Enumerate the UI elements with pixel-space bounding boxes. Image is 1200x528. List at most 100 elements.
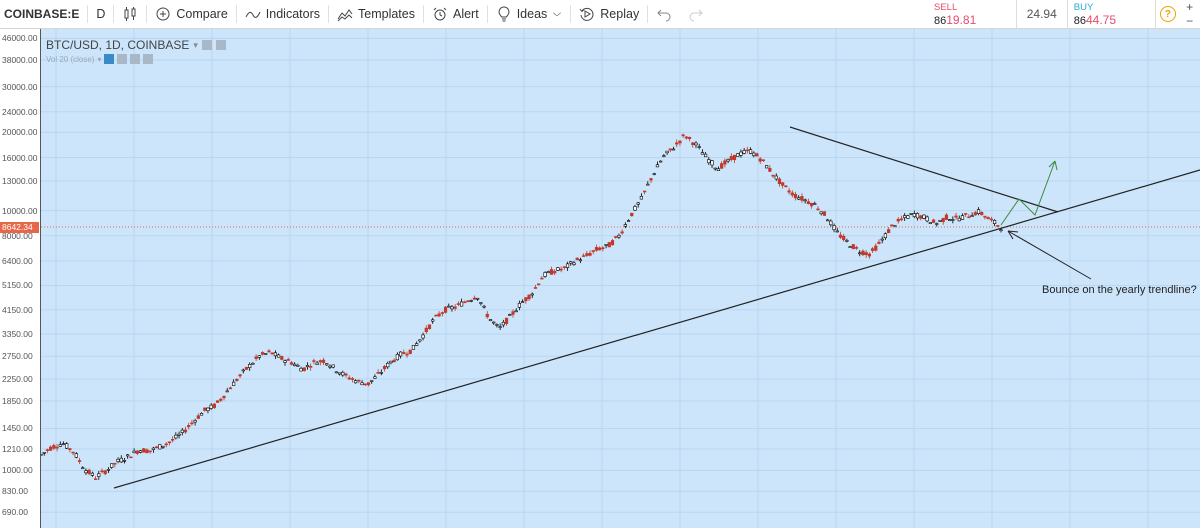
ideas-button[interactable]: Ideas (488, 0, 571, 28)
candle-body (100, 470, 104, 473)
candle-body (315, 362, 319, 365)
candle-body (110, 463, 114, 468)
candle-body (649, 178, 653, 181)
candle-body (41, 453, 43, 456)
candle-body (948, 219, 952, 221)
symbol-search[interactable]: COINBASE:E (0, 0, 87, 28)
candle-body (283, 360, 287, 363)
candle-body (244, 366, 249, 370)
candle-body (729, 156, 733, 160)
templates-button[interactable]: Templates (329, 0, 423, 28)
candle-body (826, 219, 830, 222)
candle-body (508, 314, 512, 316)
candle-body (713, 167, 717, 170)
yearly-trendline[interactable] (113, 169, 1200, 489)
chart-style-button[interactable] (114, 0, 146, 28)
sell-button[interactable]: SELL 8619.81 (928, 0, 1017, 28)
candle-body (498, 326, 502, 328)
candle-body (556, 267, 560, 271)
candle-body (659, 160, 663, 163)
candle-body (472, 297, 477, 300)
candle-body (964, 213, 968, 215)
candle-body (328, 365, 332, 368)
alert-label: Alert (452, 7, 479, 21)
candle-body (180, 429, 184, 433)
candle-body (49, 446, 53, 451)
undo-button[interactable] (648, 0, 680, 28)
decrease-button[interactable]: − (1186, 14, 1194, 28)
candle-body (312, 360, 316, 362)
indicators-button[interactable]: Indicators (237, 0, 328, 28)
legend-dropdown-icon[interactable]: ▾ (193, 39, 198, 50)
templates-icon (337, 9, 353, 22)
interval-button[interactable]: D (88, 0, 113, 28)
legend-hide-icon[interactable] (215, 40, 226, 50)
replay-label: Replay (600, 7, 640, 21)
axis-tick-label: 690.00 (2, 507, 28, 518)
candle-body (944, 214, 949, 220)
candle-body (177, 433, 181, 436)
candle-body (572, 262, 576, 265)
candle-body (264, 353, 268, 355)
quantity-stepper[interactable]: + − (1179, 0, 1200, 28)
increase-button[interactable]: + (1186, 0, 1194, 14)
resistance-trendline[interactable] (789, 126, 1059, 213)
indicator-settings-icon[interactable] (104, 54, 115, 64)
candle-body (74, 453, 78, 458)
candle-body (71, 451, 75, 454)
divider (87, 5, 89, 23)
candle-body (813, 203, 817, 205)
candle-body (276, 354, 281, 358)
chevron-down-icon[interactable] (552, 6, 562, 22)
projection-path[interactable] (1000, 160, 1056, 226)
candle-body (488, 319, 493, 322)
annotation-arrow[interactable] (1007, 230, 1092, 280)
buy-button[interactable]: BUY 8644.75 (1068, 0, 1157, 28)
price-chart[interactable] (41, 29, 1200, 528)
candle-body (582, 255, 586, 257)
candle-body (138, 450, 143, 453)
candle-body (379, 372, 383, 374)
candle-body (861, 250, 865, 256)
candle-body (325, 363, 329, 366)
replay-button[interactable]: Replay (571, 0, 647, 28)
candle-body (504, 317, 509, 324)
candle-body (280, 356, 284, 360)
candle-body (225, 390, 229, 393)
candle-body (196, 415, 200, 419)
alert-button[interactable]: Alert (424, 0, 487, 28)
candle-body (148, 450, 152, 453)
candle-body (803, 199, 807, 202)
ideas-label: Ideas (516, 7, 548, 21)
divider (647, 5, 649, 23)
indicator-add-icon[interactable] (130, 54, 141, 64)
candle-body (893, 225, 897, 228)
candle-body (460, 301, 464, 307)
compare-button[interactable]: Compare (147, 0, 235, 28)
candle-body (838, 234, 843, 238)
buy-price-main: 86 (1073, 14, 1086, 27)
redo-button[interactable] (680, 0, 712, 28)
candle-body (777, 178, 782, 185)
info-button[interactable]: ? (1156, 0, 1179, 28)
candle-body (691, 142, 695, 146)
candle-body (887, 229, 891, 234)
candle-body (742, 150, 746, 154)
candle-body (392, 359, 396, 363)
axis-tick-label: 2250.00 (2, 373, 33, 384)
candle-body (527, 294, 531, 300)
candle-body (601, 247, 605, 250)
candle-body (132, 450, 136, 454)
legend-settings-icon[interactable] (201, 40, 212, 50)
candle-body (999, 229, 1003, 232)
indicator-hide-icon[interactable] (117, 54, 128, 64)
candle-body (967, 216, 971, 219)
candle-body (569, 261, 573, 264)
price-axis[interactable]: 46000.00 38000.00 30000.00 24000.00 20000.00… (0, 29, 41, 528)
indicator-remove-icon[interactable] (143, 54, 154, 64)
candle-body (973, 212, 977, 216)
legend-dropdown-icon[interactable]: ▾ (97, 54, 102, 64)
candle-body (681, 134, 685, 137)
axis-tick-label: 4150.00 (2, 304, 33, 315)
candle-body (238, 374, 242, 377)
